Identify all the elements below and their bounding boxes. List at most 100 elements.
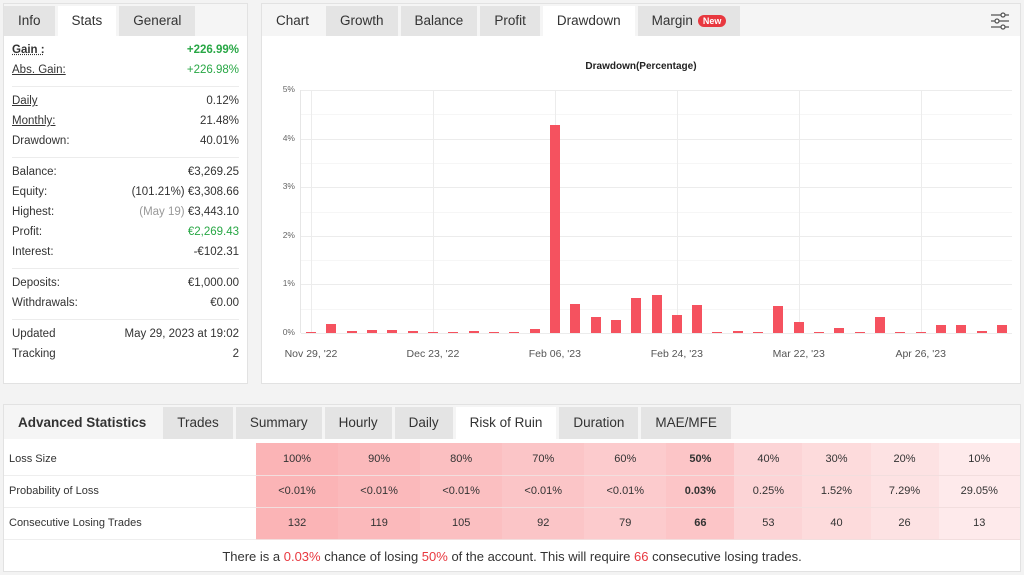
drawdown-bar[interactable] <box>692 304 703 333</box>
x-tick-label: Mar 22, '23 <box>772 348 825 360</box>
stat-row-gain: Gain : +226.99% <box>12 40 239 60</box>
drawdown-bar[interactable] <box>671 315 682 333</box>
gridline <box>301 187 1012 189</box>
drawdown-bar[interactable] <box>793 321 804 333</box>
stat-value-text: €3,443.10 <box>187 206 239 218</box>
tab-label: Duration <box>573 415 625 430</box>
stat-row-monthly: Monthly: 21.48% <box>12 111 239 131</box>
drawdown-bar[interactable] <box>346 330 357 333</box>
stat-label[interactable]: Gain : <box>12 44 45 56</box>
tab-balance[interactable]: Balance <box>400 6 478 36</box>
tab-chart[interactable]: Chart <box>262 6 323 36</box>
table-cell: 100% <box>256 443 339 476</box>
stat-value: €0.00 <box>210 293 239 313</box>
drawdown-bar[interactable] <box>712 331 723 333</box>
tab-general[interactable]: General <box>119 6 196 36</box>
tab-advanced-statistics[interactable]: Advanced Statistics <box>4 407 161 439</box>
drawdown-bar[interactable] <box>326 324 337 333</box>
tab-drawdown[interactable]: Drawdown <box>542 6 635 36</box>
table-row: Probability of Loss <0.01% <0.01% <0.01% <0.… <box>4 475 1020 508</box>
tab-growth[interactable]: Growth <box>326 6 398 36</box>
stat-value: 2 <box>233 344 239 364</box>
drawdown-bar[interactable] <box>610 319 621 333</box>
y-tick-label: 5% <box>282 84 295 94</box>
tab-duration[interactable]: Duration <box>559 407 639 439</box>
y-tick-label: 3% <box>282 181 295 192</box>
gridline <box>301 138 1012 140</box>
drawdown-bar[interactable] <box>956 324 967 333</box>
drawdown-bar[interactable] <box>306 331 316 333</box>
stat-value: 0.12% <box>206 91 239 111</box>
table-cell: <0.01% <box>338 475 421 508</box>
tab-label: Margin <box>651 13 693 28</box>
tab-profit[interactable]: Profit <box>480 6 540 36</box>
table-cell: <0.01% <box>256 475 339 508</box>
drawdown-bar[interactable] <box>549 125 560 333</box>
table-cell: 0.25% <box>734 475 803 508</box>
drawdown-bar[interactable] <box>834 328 845 333</box>
drawdown-bar[interactable] <box>732 330 743 333</box>
stat-row-equity: Equity: (101.21%) €3,308.66 <box>12 182 239 202</box>
drawdown-bar[interactable] <box>631 298 642 333</box>
stat-value: €3,269.25 <box>188 162 239 182</box>
stat-label: Interest: <box>12 246 54 258</box>
sliders-icon[interactable] <box>990 12 1010 30</box>
drawdown-bar[interactable] <box>509 331 520 333</box>
stats-tabs: Info Stats General <box>4 4 247 36</box>
drawdown-bar[interactable] <box>366 329 377 333</box>
drawdown-bar[interactable] <box>814 331 825 333</box>
tab-stats[interactable]: Stats <box>57 6 117 36</box>
stat-label[interactable]: Daily <box>12 95 38 107</box>
drawdown-bar[interactable] <box>773 305 784 333</box>
gridline <box>301 260 1012 262</box>
gridline-vertical <box>311 90 312 333</box>
drawdown-bar[interactable] <box>875 316 886 333</box>
stat-value-text: +226.98% <box>186 64 239 76</box>
drawdown-bar[interactable] <box>997 324 1007 333</box>
tab-daily[interactable]: Daily <box>394 407 453 439</box>
drawdown-bar[interactable] <box>468 330 479 333</box>
stat-group: Balance: €3,269.25 Equity: (101.21%) €3,308… <box>12 158 239 269</box>
drawdown-bar[interactable] <box>854 331 865 333</box>
tab-margin[interactable]: Margin New <box>637 6 741 36</box>
stat-value-prefix: (May 19) <box>139 206 185 218</box>
tab-info[interactable]: Info <box>4 6 55 36</box>
tab-risk-of-ruin[interactable]: Risk of Ruin <box>455 407 557 439</box>
drawdown-bar[interactable] <box>529 328 540 333</box>
drawdown-bar[interactable] <box>590 316 601 333</box>
stat-row-profit: Profit: €2,269.43 <box>12 222 239 242</box>
drawdown-bar[interactable] <box>753 331 764 333</box>
stat-value-prefix: (101.21%) <box>131 186 185 198</box>
drawdown-bar[interactable] <box>448 331 459 333</box>
stat-value-text: €1,000.00 <box>187 277 239 289</box>
stat-value: +226.99% <box>187 40 239 60</box>
drawdown-bar[interactable] <box>387 329 398 333</box>
drawdown-bar[interactable] <box>651 295 662 333</box>
gridline-vertical <box>432 90 434 333</box>
stat-label[interactable]: Monthly: <box>12 115 56 127</box>
drawdown-bar[interactable] <box>427 331 438 333</box>
table-cell: 79 <box>584 507 667 540</box>
tab-hourly[interactable]: Hourly <box>324 407 392 439</box>
drawdown-bar[interactable] <box>976 330 987 333</box>
tab-label: Drawdown <box>556 13 621 28</box>
table-cell: 30% <box>802 443 871 476</box>
stat-row-daily: Daily 0.12% <box>12 91 239 111</box>
new-badge: New <box>697 15 727 27</box>
stat-label: Highest: <box>12 206 55 218</box>
tab-trades[interactable]: Trades <box>163 407 233 439</box>
drawdown-bar[interactable] <box>915 331 926 333</box>
stat-value-text: €3,269.25 <box>187 166 239 178</box>
tab-label: Risk of Ruin <box>469 415 543 430</box>
drawdown-bar[interactable] <box>488 331 499 333</box>
drawdown-bar[interactable] <box>895 331 906 333</box>
drawdown-bar[interactable] <box>936 324 947 333</box>
tab-summary[interactable]: Summary <box>235 407 322 439</box>
table-cell: 13 <box>938 507 1020 540</box>
x-tick-label: Nov 29, '22 <box>284 348 338 360</box>
tab-mae-mfe[interactable]: MAE/MFE <box>641 407 731 439</box>
drawdown-bar[interactable] <box>407 330 418 333</box>
table-cell: 50% <box>666 443 735 476</box>
stat-label[interactable]: Abs. Gain: <box>12 64 66 76</box>
drawdown-bar[interactable] <box>570 303 581 333</box>
